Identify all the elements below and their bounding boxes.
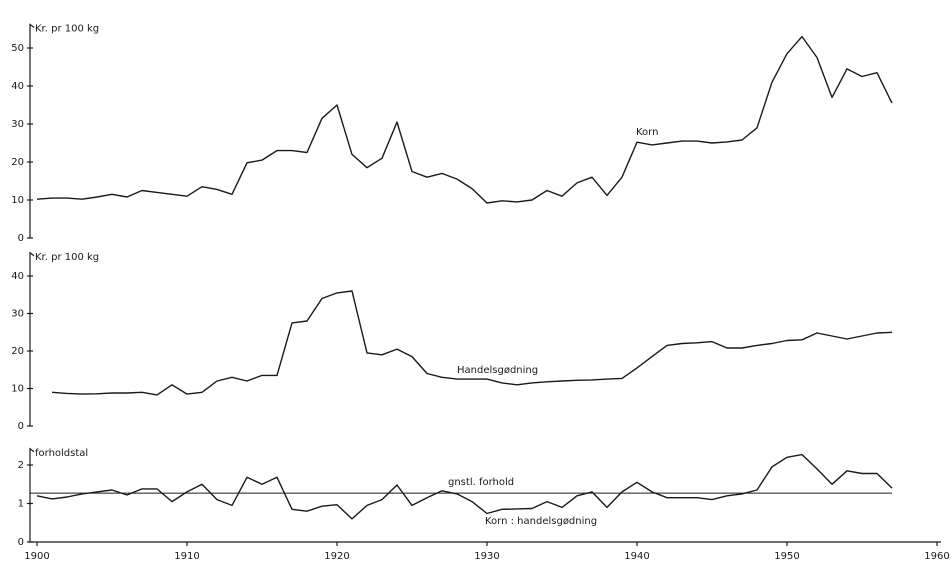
reference-label: gnstl. forhold xyxy=(448,477,514,488)
x-tick-label: 1900 xyxy=(24,551,49,562)
y-tick-label: 30 xyxy=(11,119,24,130)
y-tick-label: 20 xyxy=(11,157,24,168)
y-axis xyxy=(29,23,35,238)
y-tick-label: 0 xyxy=(18,537,24,548)
y-tick-label: 10 xyxy=(11,384,24,395)
y-axis-label: Kr. pr 100 kg xyxy=(35,252,99,263)
y-tick-label: 2 xyxy=(18,460,24,471)
series-label: Korn xyxy=(636,127,658,138)
x-tick-label: 1910 xyxy=(174,551,199,562)
y-tick-label: 40 xyxy=(11,81,24,92)
y-axis xyxy=(29,251,35,426)
y-tick-label: 30 xyxy=(11,309,24,320)
y-axis-label: Kr. pr 100 kg xyxy=(35,23,99,34)
y-tick-label: 1 xyxy=(18,499,24,510)
x-tick-label: 1950 xyxy=(774,551,799,562)
series-label: Korn : handelsgødning xyxy=(485,516,597,527)
series-label: Handelsgødning xyxy=(457,365,538,376)
x-tick-label: 1940 xyxy=(624,551,649,562)
series-line xyxy=(36,453,893,520)
y-tick-label: 0 xyxy=(18,233,24,244)
y-axis-label: forholdstal xyxy=(35,448,88,459)
y-tick-label: 0 xyxy=(18,421,24,432)
y-tick-label: 50 xyxy=(11,43,24,54)
y-tick-label: 40 xyxy=(11,271,24,282)
x-tick-label: 1930 xyxy=(474,551,499,562)
y-tick-label: 10 xyxy=(11,195,24,206)
y-axis xyxy=(29,447,35,542)
series-line xyxy=(51,290,893,396)
series-line xyxy=(36,35,893,204)
y-tick-label: 20 xyxy=(11,346,24,357)
x-tick-label: 1920 xyxy=(324,551,349,562)
x-tick-label: 1960 xyxy=(924,551,949,562)
